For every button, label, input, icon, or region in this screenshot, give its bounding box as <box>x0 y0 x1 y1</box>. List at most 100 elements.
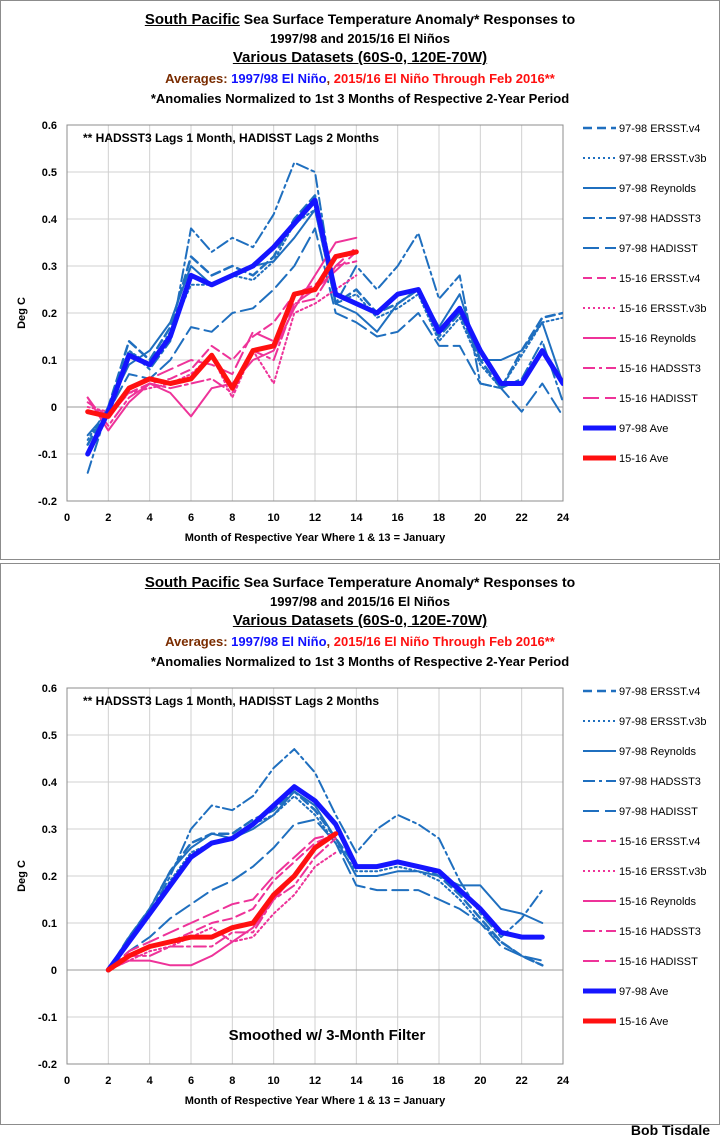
averages-9798: 1997/98 El Niño <box>231 71 327 86</box>
y-tick-label: 0.6 <box>42 683 57 695</box>
x-tick-label: 0 <box>64 1075 70 1087</box>
x-tick-label: 22 <box>516 512 528 524</box>
y-tick-label: -0.2 <box>38 496 57 508</box>
legend: 97-98 ERSST.v4 97-98 ERSST.v3b 97-98 Reyno… <box>583 123 706 465</box>
legend-label: 15-16 Reynolds <box>619 333 697 345</box>
legend-label: 97-98 HADISST <box>619 243 698 255</box>
series-line-15-16-hadisst <box>107 832 337 971</box>
chart-title-line2: 1997/98 and 2015/16 El Niños <box>270 31 450 46</box>
series-line-15-16-reynolds <box>86 236 358 432</box>
y-tick-label: 0.6 <box>42 120 57 132</box>
y-tick-label: 0.2 <box>42 871 57 883</box>
legend-label: 15-16 ERSST.v3b <box>619 303 706 315</box>
x-tick-label: 14 <box>350 1075 363 1087</box>
series-line-97-98-ersst-v4 <box>107 790 544 972</box>
grid <box>66 124 564 502</box>
series-line-15-16-hadsst3 <box>107 837 337 971</box>
x-tick-label: 0 <box>64 512 70 524</box>
y-tick-label: 0.1 <box>42 355 57 367</box>
x-tick-label: 22 <box>516 1075 528 1087</box>
legend-label: 97-98 HADSST3 <box>619 776 701 788</box>
x-tick-label: 2 <box>105 512 111 524</box>
chart-title: South Pacific Sea Surface Temperature An… <box>1 574 719 591</box>
normalization-note: *Anomalies Normalized to 1st 3 Months of… <box>150 654 570 669</box>
legend-label: 15-16 HADSST3 <box>619 926 701 938</box>
series-line-15-16-ave <box>105 831 339 973</box>
legend-label: 15-16 HADSST3 <box>619 363 701 375</box>
averages-prefix: Averages: <box>165 634 232 649</box>
series-line-97-98-ersst-v3b <box>107 795 544 971</box>
series-line-15-16-hadsst3 <box>86 260 358 427</box>
series-line-97-98-ave <box>105 784 545 973</box>
series-line-97-98-reynolds <box>107 790 544 971</box>
legend-label: 97-98 ERSST.v4 <box>619 686 700 698</box>
y-tick-label: -0.2 <box>38 1059 57 1071</box>
author-signature: Bob Tisdale <box>630 1122 710 1138</box>
averages-line: Averages: 1997/98 El Niño, 2015/16 El Ni… <box>1 634 719 649</box>
series-line-15-16-ersst-v4 <box>86 246 358 418</box>
x-tick-label: 18 <box>433 512 445 524</box>
x-tick-label: 12 <box>309 1075 321 1087</box>
y-axis-label: Deg C <box>16 297 28 329</box>
legend-label: 97-98 ERSST.v3b <box>619 716 706 728</box>
legend-label: 15-16 HADISST <box>619 393 698 405</box>
title-rest: Sea Surface Temperature Anomaly* Respons… <box>239 11 576 27</box>
x-tick-label: 8 <box>229 512 235 524</box>
legend-label: 97-98 HADSST3 <box>619 213 701 225</box>
x-tick-label: 2 <box>105 1075 111 1087</box>
legend-label: 97-98 Reynolds <box>619 183 697 195</box>
y-tick-label: 0 <box>51 402 57 414</box>
x-tick-label: 12 <box>309 512 321 524</box>
legend-label: 15-16 ERSST.v4 <box>619 836 700 848</box>
averages-1516: 2015/16 El Niño Through Feb 2016** <box>333 71 555 86</box>
normalization-note: *Anomalies Normalized to 1st 3 Months of… <box>150 91 570 106</box>
y-tick-label: 0.5 <box>42 167 57 179</box>
chart-panel-2: South Pacific Sea Surface Temperature An… <box>0 563 720 1125</box>
x-tick-label: 24 <box>557 512 570 524</box>
legend-label: 15-16 ERSST.v3b <box>619 866 706 878</box>
legend-label: 97-98 Ave <box>619 423 668 435</box>
series-line-97-98-hadsst3 <box>86 161 563 474</box>
x-tick-label: 10 <box>268 1075 280 1087</box>
x-tick-label: 6 <box>188 1075 194 1087</box>
series-lines <box>105 748 545 973</box>
title-region: South Pacific <box>144 11 240 28</box>
x-axis-label: Month of Respective Year Where 1 & 13 = … <box>185 1095 446 1107</box>
y-axis-label: Deg C <box>16 860 28 892</box>
y-tick-label: 0.2 <box>42 308 57 320</box>
x-tick-label: 4 <box>147 1075 154 1087</box>
legend-label: 15-16 Reynolds <box>619 896 697 908</box>
y-tick-label: 0.3 <box>42 824 57 836</box>
y-tick-label: 0.5 <box>42 730 57 742</box>
chart-subtitle: Various Datasets (60S-0, 120E-70W) <box>232 49 488 66</box>
legend-label: 97-98 Ave <box>619 986 668 998</box>
legend: 97-98 ERSST.v4 97-98 ERSST.v3b 97-98 Reyno… <box>583 686 706 1028</box>
y-tick-label: 0.4 <box>42 777 58 789</box>
legend-label: 15-16 ERSST.v4 <box>619 273 700 285</box>
series-lines <box>85 161 563 474</box>
averages-9798: 1997/98 El Niño <box>231 634 327 649</box>
legend-label: 97-98 Reynolds <box>619 746 697 758</box>
legend-label: 15-16 HADISST <box>619 956 698 968</box>
x-tick-label: 24 <box>557 1075 570 1087</box>
legend-label: 97-98 HADISST <box>619 806 698 818</box>
x-tick-label: 20 <box>474 512 486 524</box>
averages-line: Averages: 1997/98 El Niño, 2015/16 El Ni… <box>1 71 719 86</box>
legend-label: 15-16 Ave <box>619 453 668 465</box>
x-tick-label: 18 <box>433 1075 445 1087</box>
chart-title-line2: 1997/98 and 2015/16 El Niños <box>270 594 450 609</box>
grid <box>66 687 564 1065</box>
averages-prefix: Averages: <box>165 71 232 86</box>
legend-label: 97-98 ERSST.v3b <box>619 153 706 165</box>
x-tick-label: 14 <box>350 512 363 524</box>
chart-panel-1: South Pacific Sea Surface Temperature An… <box>0 0 720 560</box>
x-tick-label: 6 <box>188 512 194 524</box>
plot-area <box>66 687 564 1065</box>
x-tick-label: 16 <box>392 1075 404 1087</box>
y-tick-label: 0.1 <box>42 918 57 930</box>
y-tick-label: -0.1 <box>38 1012 57 1024</box>
chart-title: South Pacific Sea Surface Temperature An… <box>1 11 719 28</box>
lag-note: ** HADSST3 Lags 1 Month, HADISST Lags 2 … <box>83 131 379 145</box>
legend-label: 15-16 Ave <box>619 1016 668 1028</box>
x-tick-label: 16 <box>392 512 404 524</box>
